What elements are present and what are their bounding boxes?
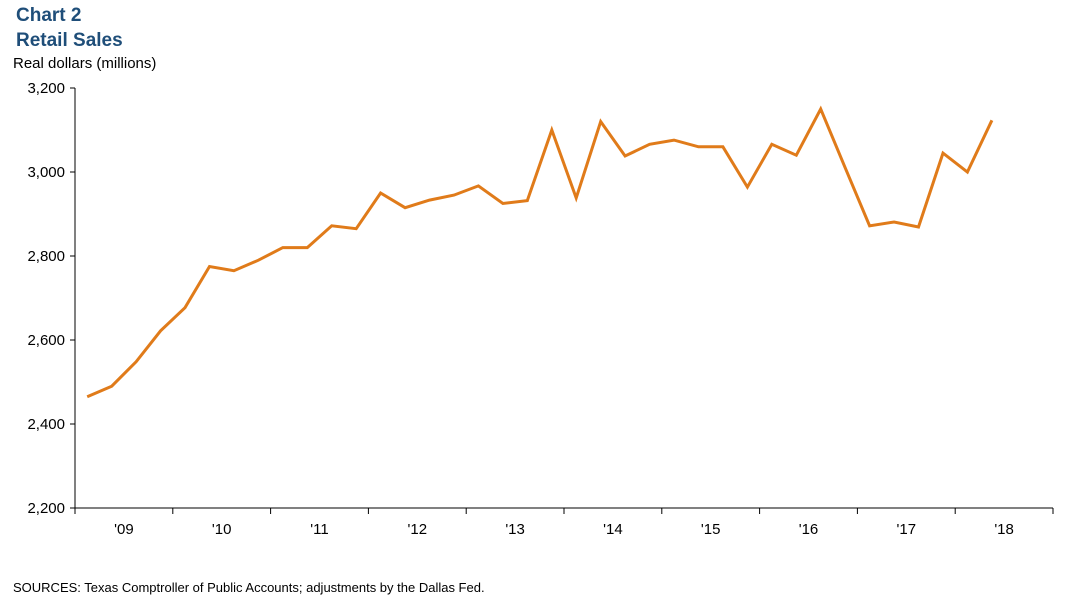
y-tick-label: 2,600 bbox=[27, 332, 65, 349]
y-tick-label: 3,200 bbox=[27, 80, 65, 97]
x-tick-label: '14 bbox=[603, 521, 623, 538]
x-tick-label: '16 bbox=[799, 521, 819, 538]
y-tick-label: 2,200 bbox=[27, 500, 65, 517]
y-tick-label: 3,000 bbox=[27, 164, 65, 181]
x-tick-label: '18 bbox=[994, 521, 1014, 538]
x-tick-label: '13 bbox=[505, 521, 525, 538]
y-tick-label: 2,800 bbox=[27, 248, 65, 265]
x-tick-label: '09 bbox=[114, 521, 134, 538]
series-line bbox=[86, 105, 994, 399]
y-tick-label: 2,400 bbox=[27, 416, 65, 433]
y-axis-label: Real dollars (millions) bbox=[13, 55, 157, 72]
x-tick-label: '15 bbox=[701, 521, 721, 538]
x-tick-label: '10 bbox=[212, 521, 232, 538]
x-tick-label: '12 bbox=[408, 521, 428, 538]
chart-number: Chart 2 bbox=[16, 5, 82, 26]
series-group bbox=[86, 105, 994, 399]
source-note: SOURCES: Texas Comptroller of Public Acc… bbox=[13, 580, 485, 595]
x-tick-label: '11 bbox=[310, 521, 328, 538]
x-tick-label: '17 bbox=[897, 521, 917, 538]
axes bbox=[70, 87, 1054, 514]
tick-labels: 2,200 2,400 2,600 2,800 3,000 3,200 '09 '10 '11 '… bbox=[27, 80, 1013, 538]
chart-title: Retail Sales bbox=[16, 30, 123, 51]
